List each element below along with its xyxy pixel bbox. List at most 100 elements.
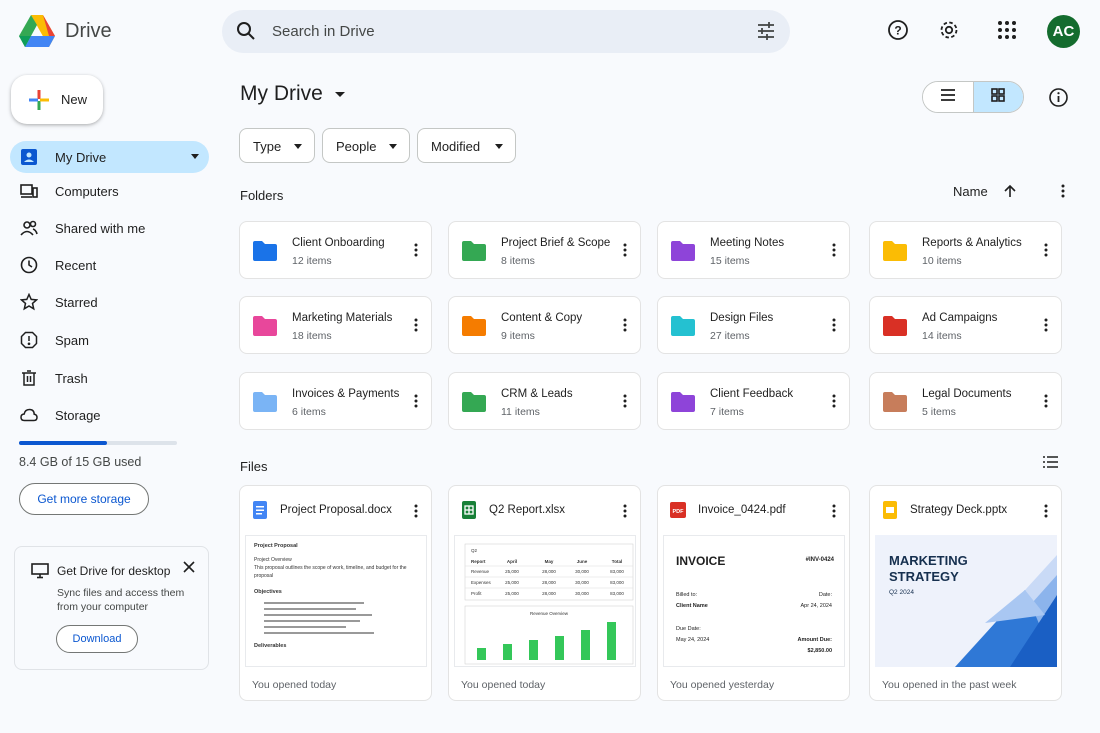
arrow-up-icon[interactable]: [1003, 184, 1017, 203]
sheet-cell: 83,000: [610, 591, 624, 596]
folder-card[interactable]: Project Brief & Scope 8 items: [448, 221, 641, 279]
sidebar-item-my-drive[interactable]: My Drive: [10, 141, 209, 173]
plus-icon: [28, 89, 50, 116]
list-view-button[interactable]: [923, 82, 973, 112]
folder-card[interactable]: Design Files 27 items: [657, 296, 850, 354]
folder-item-count: 7 items: [710, 406, 744, 418]
sheet-header-cell: April: [507, 559, 517, 564]
view-toggle[interactable]: [922, 81, 1024, 113]
svg-text:?: ?: [894, 24, 901, 38]
drive-logo-icon[interactable]: [18, 13, 56, 49]
file-name: Q2 Report.xlsx: [489, 504, 566, 516]
filter-label: People: [336, 139, 377, 154]
more-vert-icon[interactable]: [829, 393, 839, 414]
filter-people-chip[interactable]: People: [322, 128, 410, 163]
folder-name: Client Onboarding: [292, 237, 385, 249]
more-vert-icon[interactable]: [620, 503, 630, 524]
doc-title: Project Proposal: [254, 543, 298, 549]
help-icon[interactable]: ?: [887, 19, 911, 43]
search-options-icon[interactable]: [756, 21, 776, 46]
more-vert-icon[interactable]: [411, 242, 421, 263]
account-avatar[interactable]: AC: [1047, 15, 1080, 48]
info-icon[interactable]: [1048, 87, 1069, 113]
chevron-down-icon[interactable]: [191, 154, 199, 159]
get-more-storage-button[interactable]: Get more storage: [19, 483, 149, 515]
sidebar-item-spam[interactable]: Spam: [10, 324, 209, 356]
folder-icon: [882, 240, 908, 267]
more-vert-icon[interactable]: [411, 503, 421, 524]
folder-item-count: 14 items: [922, 330, 962, 342]
sheet-cell: Expenses: [471, 580, 492, 585]
filter-type-chip[interactable]: Type: [239, 128, 315, 163]
more-vert-icon[interactable]: [1041, 242, 1051, 263]
app-brand[interactable]: Drive: [65, 20, 112, 42]
sidebar-item-computers[interactable]: Computers: [10, 175, 209, 207]
folder-card[interactable]: Invoices & Payments 6 items: [239, 372, 432, 430]
file-opened-text: You opened in the past week: [882, 679, 1017, 691]
my-drive-icon: [20, 148, 38, 166]
folder-card[interactable]: Client Onboarding 12 items: [239, 221, 432, 279]
sheet-cell: 83,000: [610, 569, 624, 574]
more-vert-icon[interactable]: [620, 317, 630, 338]
chevron-down-icon[interactable]: [335, 92, 345, 97]
more-vert-icon[interactable]: [620, 242, 630, 263]
folder-card[interactable]: Reports & Analytics 10 items: [869, 221, 1062, 279]
folder-card[interactable]: Marketing Materials 18 items: [239, 296, 432, 354]
new-button[interactable]: New: [11, 75, 103, 124]
filter-modified-chip[interactable]: Modified: [417, 128, 516, 163]
sidebar-item-starred[interactable]: Starred: [10, 286, 209, 318]
folder-card[interactable]: Ad Campaigns 14 items: [869, 296, 1062, 354]
sheet-cell: Revenue: [471, 569, 490, 574]
more-vert-icon[interactable]: [1058, 183, 1068, 204]
more-vert-icon[interactable]: [1041, 503, 1051, 524]
download-button[interactable]: Download: [56, 625, 138, 653]
file-card-pdf[interactable]: PDF Invoice_0424.pdf INVOICE #INV-0424 B…: [657, 485, 850, 701]
svg-text:PDF: PDF: [673, 509, 685, 515]
file-card-sheet[interactable]: Q2 Report.xlsx Q2 Report April May June Total…: [448, 485, 641, 701]
sidebar-item-trash[interactable]: Trash: [10, 362, 209, 394]
apps-grid-icon[interactable]: [996, 19, 1020, 43]
sheet-cell: 83,000: [610, 580, 624, 585]
more-vert-icon[interactable]: [829, 317, 839, 338]
sidebar-item-shared[interactable]: Shared with me: [10, 212, 209, 244]
folder-card[interactable]: Client Feedback 7 items: [657, 372, 850, 430]
folder-card[interactable]: Legal Documents 5 items: [869, 372, 1062, 430]
invoice-date-label: Date:: [818, 592, 832, 598]
more-vert-icon[interactable]: [829, 503, 839, 524]
folder-name: Meeting Notes: [710, 237, 785, 249]
sidebar-item-recent[interactable]: Recent: [10, 249, 209, 281]
search-input[interactable]: Search in Drive: [272, 23, 375, 40]
file-card-slides[interactable]: Strategy Deck.pptx MARKETING STRATEGY Q2 …: [869, 485, 1062, 701]
invoice-date: Apr 24, 2024: [800, 603, 833, 609]
search-bar[interactable]: Search in Drive: [222, 10, 790, 53]
list-view-icon[interactable]: [1043, 455, 1058, 473]
slide-decoration-graphic: [955, 555, 1057, 667]
desktop-promo-card: Get Drive for desktop Sync files and acc…: [14, 546, 209, 670]
folder-name: Project Brief & Scope: [501, 237, 611, 249]
file-card-doc[interactable]: Project Proposal.docx Project Proposal P…: [239, 485, 432, 701]
more-vert-icon[interactable]: [620, 393, 630, 414]
close-icon[interactable]: [183, 560, 195, 578]
folder-card[interactable]: Meeting Notes 15 items: [657, 221, 850, 279]
sort-by-name-button[interactable]: Name: [953, 184, 988, 199]
grid-view-button[interactable]: [972, 82, 1023, 112]
computer-icon: [20, 182, 38, 200]
folder-name: Reports & Analytics: [922, 237, 1022, 249]
more-vert-icon[interactable]: [1041, 317, 1051, 338]
storage-usage-text: 8.4 GB of 15 GB used: [19, 455, 142, 469]
more-vert-icon[interactable]: [411, 393, 421, 414]
folder-card[interactable]: Content & Copy 9 items: [448, 296, 641, 354]
sidebar-item-storage[interactable]: Storage: [10, 399, 209, 431]
more-vert-icon[interactable]: [411, 317, 421, 338]
more-vert-icon[interactable]: [1041, 393, 1051, 414]
sheet-header-cell: Report: [471, 559, 486, 564]
folder-card[interactable]: CRM & Leads 11 items: [448, 372, 641, 430]
page-title[interactable]: My Drive: [240, 82, 323, 105]
spam-icon: [20, 331, 38, 349]
search-icon[interactable]: [236, 21, 256, 46]
file-opened-text: You opened today: [461, 679, 546, 691]
more-vert-icon[interactable]: [829, 242, 839, 263]
sheet-grid: [464, 543, 634, 601]
settings-gear-icon[interactable]: [938, 19, 962, 43]
folder-item-count: 12 items: [292, 255, 332, 267]
